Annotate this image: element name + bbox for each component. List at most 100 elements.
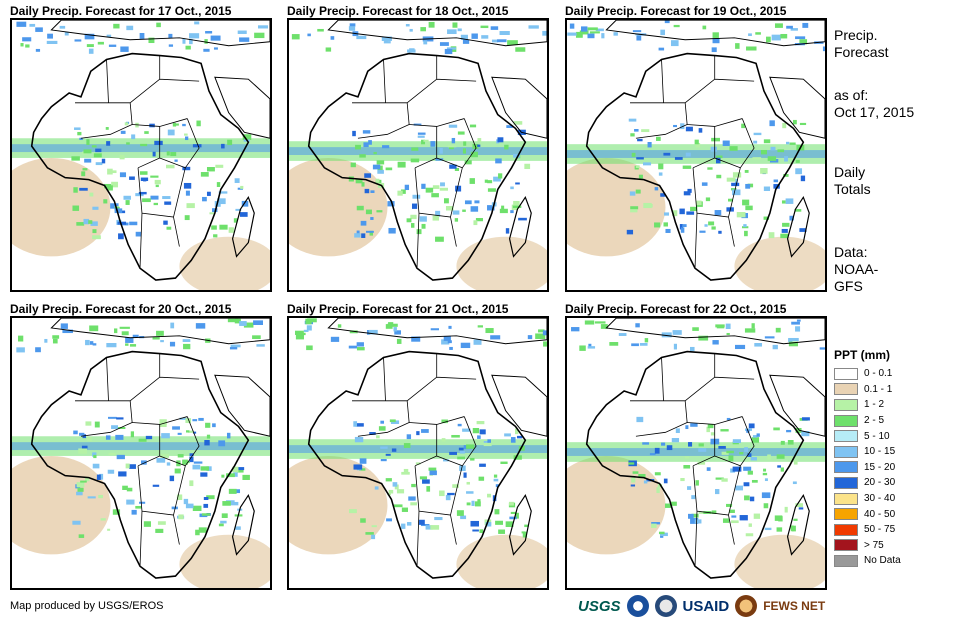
rain-cell: [707, 424, 714, 429]
rain-cell: [470, 206, 479, 212]
rain-cell: [129, 464, 136, 469]
legend-swatch: [834, 476, 858, 489]
rain-cell: [371, 525, 377, 528]
rain-cell: [443, 459, 449, 462]
rain-cell: [401, 471, 410, 475]
rain-cell: [114, 208, 123, 214]
rain-cell: [660, 29, 666, 36]
rain-cell: [643, 202, 652, 209]
rain-cell: [206, 191, 211, 196]
rain-cell: [795, 326, 801, 332]
rain-cell: [697, 461, 706, 465]
rain-cell: [457, 28, 462, 32]
rain-cell: [513, 455, 522, 460]
rain-cell: [452, 22, 458, 28]
rain-cell: [637, 138, 643, 142]
rain-cell: [307, 318, 317, 323]
rain-cell: [515, 512, 519, 519]
coastline: [327, 318, 547, 345]
rain-cell: [125, 200, 130, 205]
rain-cell: [374, 486, 379, 490]
rain-cell: [185, 190, 190, 196]
rain-cell: [35, 347, 41, 353]
rain-cell: [168, 33, 173, 39]
rain-cell: [305, 318, 312, 325]
rain-cell: [636, 157, 644, 160]
rain-cell: [182, 38, 186, 44]
rain-cell: [744, 328, 756, 333]
coastline: [50, 318, 270, 345]
rain-cell: [242, 134, 252, 140]
rain-cell: [634, 129, 639, 132]
rain-cell: [584, 320, 595, 325]
rain-cell: [240, 185, 244, 189]
rain-cell: [589, 31, 600, 34]
rain-cell: [372, 164, 381, 170]
rain-cell: [108, 416, 117, 419]
rain-cell: [793, 460, 798, 465]
rain-cell: [441, 419, 448, 424]
rain-cell: [716, 174, 722, 179]
rain-cell: [359, 458, 367, 464]
rain-cell: [630, 206, 639, 210]
rain-cell: [401, 507, 409, 512]
legend-label: 0 - 0.1: [864, 368, 893, 380]
rain-cell: [129, 176, 135, 180]
rain-cell: [473, 339, 482, 345]
rain-cell: [609, 342, 619, 346]
rain-cell: [441, 438, 446, 442]
map-panel-5: Daily Precip. Forecast for 21 Oct., 2015: [287, 302, 549, 590]
rain-cell: [440, 182, 445, 187]
legend-swatch: [834, 523, 858, 536]
rain-cell: [795, 168, 803, 175]
rain-cell: [780, 440, 785, 445]
rain-cell: [114, 328, 118, 334]
rain-band-core: [289, 445, 547, 453]
side-totals: Daily Totals: [834, 164, 871, 198]
rain-cell: [718, 230, 722, 234]
rain-cell: [626, 229, 634, 235]
rain-cell: [448, 124, 458, 128]
rain-cell: [397, 190, 403, 196]
rain-cell: [355, 423, 364, 427]
rain-cell: [330, 336, 340, 342]
rain-cell: [457, 456, 466, 460]
rain-cell: [164, 201, 172, 205]
rain-cell: [510, 186, 514, 190]
rain-cell: [113, 23, 120, 29]
rain-cell: [679, 224, 684, 230]
rain-cell: [356, 35, 367, 40]
rain-cell: [125, 337, 134, 343]
rain-cell: [726, 332, 730, 336]
rain-cell: [448, 146, 454, 150]
rain-cell: [233, 218, 238, 223]
rain-cell: [786, 429, 792, 433]
rain-cell: [106, 34, 112, 38]
rain-cell: [748, 523, 752, 527]
rain-cell: [457, 131, 465, 135]
rain-cell: [730, 188, 737, 191]
africa-map-svg: [12, 318, 270, 588]
rain-cell: [477, 325, 483, 328]
rain-cell: [663, 222, 668, 227]
rain-cell: [35, 48, 41, 52]
rain-cell: [359, 154, 366, 158]
rain-cell: [497, 137, 504, 143]
rain-cell: [774, 515, 783, 521]
rain-cell: [715, 157, 721, 164]
rain-cell: [789, 142, 796, 145]
rain-cell: [428, 21, 435, 28]
rain-cell: [510, 511, 517, 514]
rain-cell: [218, 191, 228, 194]
rain-cell: [200, 466, 209, 471]
rain-cell: [477, 144, 481, 147]
rain-cell: [799, 39, 808, 45]
rain-cell: [707, 167, 713, 170]
rain-cell: [480, 25, 489, 29]
rain-cell: [355, 144, 362, 150]
rain-cell: [426, 486, 431, 492]
rain-cell: [521, 531, 525, 534]
usaid-logo: USAID: [682, 597, 730, 615]
coastline: [327, 20, 547, 47]
rain-cell: [463, 141, 467, 146]
